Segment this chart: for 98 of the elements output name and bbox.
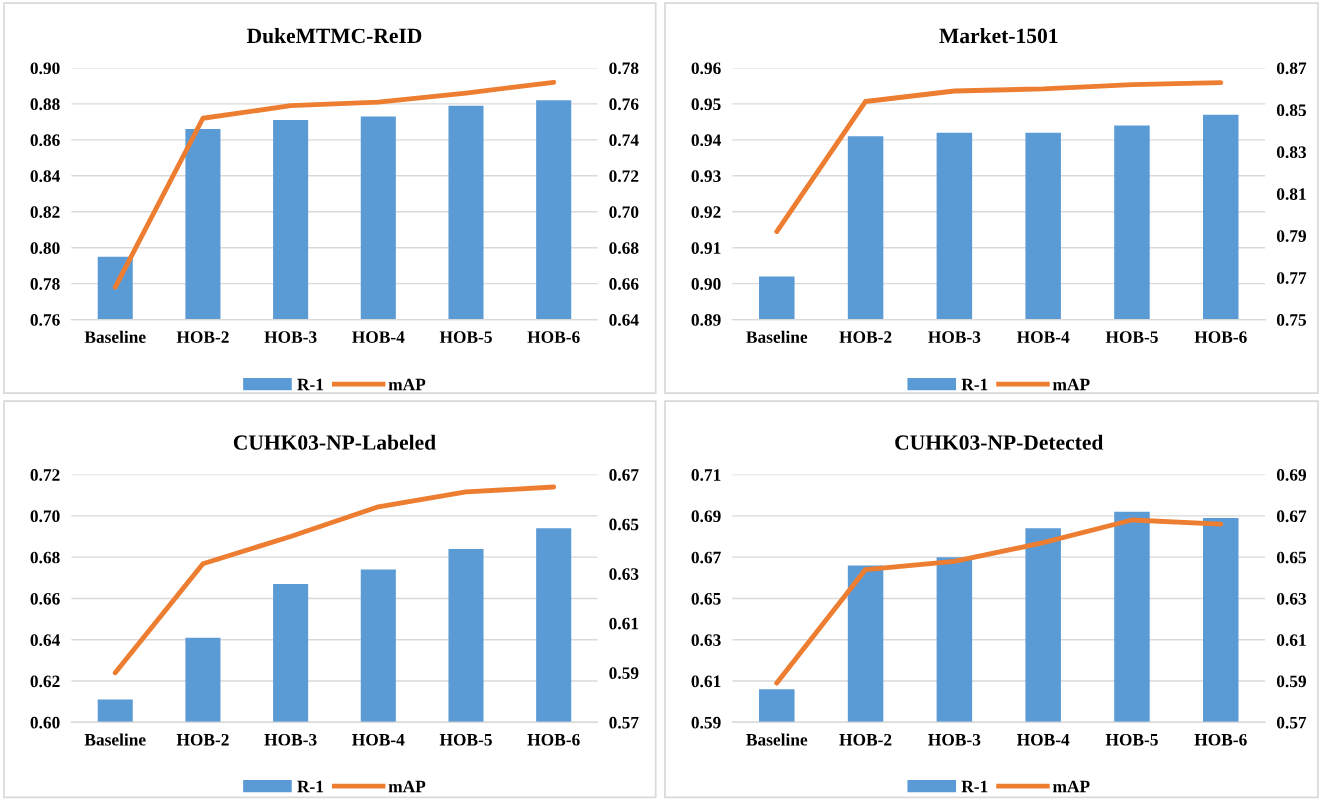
legend-label: R-1	[961, 780, 988, 793]
legend-label: mAP	[388, 780, 426, 793]
x-tick-label: HOB-2	[176, 733, 229, 746]
x-tick-label: HOB-3	[928, 331, 981, 343]
x-tick-label: HOB-4	[1016, 733, 1070, 746]
chart-title: CUHK03-NP-Labeled	[233, 434, 436, 450]
y-tick-label: 0.88	[30, 98, 60, 111]
x-tick-label: HOB-4	[352, 733, 405, 746]
x-tick-label: HOB-5	[439, 733, 492, 746]
y-tick-label: 0.93	[691, 170, 721, 183]
legend-label: mAP	[388, 378, 426, 391]
x-tick-label: HOB-2	[839, 331, 892, 343]
x-tick-label: Baseline	[84, 330, 146, 343]
legend-label: R-1	[297, 378, 324, 391]
line-series	[112, 79, 557, 290]
x-tick-label: HOB-6	[1194, 733, 1247, 746]
y2-tick-label: 0.83	[1276, 146, 1307, 159]
x-tick-label: Baseline	[746, 733, 808, 746]
legend-label: R-1	[297, 780, 324, 793]
x-tick-label: HOB-3	[928, 733, 981, 746]
y-tick-label: 0.65	[691, 592, 721, 605]
line-series	[774, 80, 1224, 234]
y2-tick-label: 0.63	[609, 568, 639, 580]
x-tick-label: HOB-4	[352, 331, 405, 343]
x-tick-label: Baseline	[746, 330, 808, 343]
y-tick-label: 0.64	[30, 634, 60, 646]
y2-tick-label: 0.68	[609, 242, 639, 254]
y2-tick-label: 0.57	[1276, 716, 1307, 729]
x-tick-label: Baseline	[84, 733, 146, 746]
x-tick-label: HOB-3	[264, 733, 317, 746]
y-tick-label: 0.66	[30, 592, 60, 605]
y-tick-label: 0.61	[691, 675, 721, 688]
y-tick-label: 0.76	[30, 314, 60, 326]
legend-label: mAP	[1052, 780, 1090, 793]
y2-tick-label: 0.65	[1276, 551, 1307, 564]
y2-tick-label: 0.59	[609, 667, 639, 680]
y-tick-label: 0.95	[691, 98, 721, 111]
y-tick-label: 0.84	[30, 170, 60, 183]
y-tick-label: 0.63	[691, 634, 721, 646]
y-tick-label: 0.89	[691, 314, 721, 326]
y2-tick-label: 0.65	[609, 518, 639, 531]
y2-tick-label: 0.75	[1276, 314, 1307, 326]
y2-tick-label: 0.67	[609, 469, 639, 481]
y2-tick-label: 0.63	[1276, 592, 1307, 605]
y-tick-label: 0.70	[30, 510, 60, 523]
y2-tick-label: 0.85	[1276, 104, 1307, 117]
x-tick-label: HOB-5	[1105, 331, 1158, 343]
x-tick-label: HOB-6	[527, 331, 580, 343]
y2-tick-label: 0.61	[1276, 634, 1306, 646]
y2-tick-label: 0.74	[609, 134, 639, 147]
y-tick-label: 0.82	[30, 206, 60, 219]
y2-tick-label: 0.59	[1276, 675, 1307, 688]
y-tick-label: 0.71	[691, 469, 721, 481]
y-tick-label: 0.86	[30, 134, 60, 147]
x-tick-label: HOB-4	[1016, 331, 1070, 343]
y-tick-label: 0.91	[691, 242, 721, 254]
y-tick-label: 0.69	[691, 510, 721, 523]
chart-title: Market-1501	[939, 27, 1058, 44]
x-tick-label: HOB-2	[176, 331, 229, 343]
y2-tick-label: 0.72	[609, 170, 639, 183]
y2-tick-label: 0.77	[1276, 272, 1307, 284]
x-tick-label: HOB-6	[527, 733, 580, 746]
legend-label: mAP	[1052, 378, 1090, 391]
y2-tick-label: 0.78	[609, 62, 639, 75]
y-tick-label: 0.68	[30, 551, 60, 564]
y2-tick-label: 0.64	[609, 314, 639, 326]
y2-tick-label: 0.67	[1276, 510, 1307, 523]
y-tick-label: 0.78	[30, 278, 60, 290]
y2-tick-label: 0.66	[609, 278, 639, 290]
y-tick-label: 0.60	[30, 716, 60, 729]
y-tick-label: 0.67	[691, 551, 721, 564]
x-tick-label: HOB-6	[1194, 331, 1247, 343]
legend-label: R-1	[961, 378, 988, 391]
chart-title: CUHK03-NP-Detected	[895, 434, 1104, 450]
y2-tick-label: 0.76	[609, 98, 639, 111]
y-tick-label: 0.90	[691, 278, 721, 290]
x-tick-label: HOB-2	[839, 733, 892, 746]
chart-title: DukeMTMC-ReID	[246, 27, 422, 44]
y2-tick-label: 0.57	[609, 716, 639, 729]
x-tick-label: HOB-3	[264, 331, 317, 343]
y2-tick-label: 0.70	[609, 206, 639, 219]
y2-tick-label: 0.87	[1276, 62, 1307, 75]
y-tick-label: 0.90	[30, 62, 60, 75]
x-tick-label: HOB-5	[1105, 733, 1158, 746]
y-tick-label: 0.80	[30, 242, 60, 254]
x-tick-label: HOB-5	[439, 331, 492, 343]
y-tick-label: 0.72	[30, 469, 60, 481]
line-series	[112, 484, 557, 676]
y-tick-label: 0.59	[691, 716, 721, 729]
y2-tick-label: 0.79	[1276, 230, 1307, 242]
y2-tick-label: 0.61	[609, 617, 639, 630]
line-series	[774, 517, 1224, 686]
y2-tick-label: 0.69	[1276, 469, 1307, 481]
y-tick-label: 0.62	[30, 675, 60, 688]
y2-tick-label: 0.81	[1276, 188, 1306, 201]
y-tick-label: 0.96	[691, 62, 721, 75]
y-tick-label: 0.92	[691, 206, 721, 219]
y-tick-label: 0.94	[691, 134, 721, 147]
